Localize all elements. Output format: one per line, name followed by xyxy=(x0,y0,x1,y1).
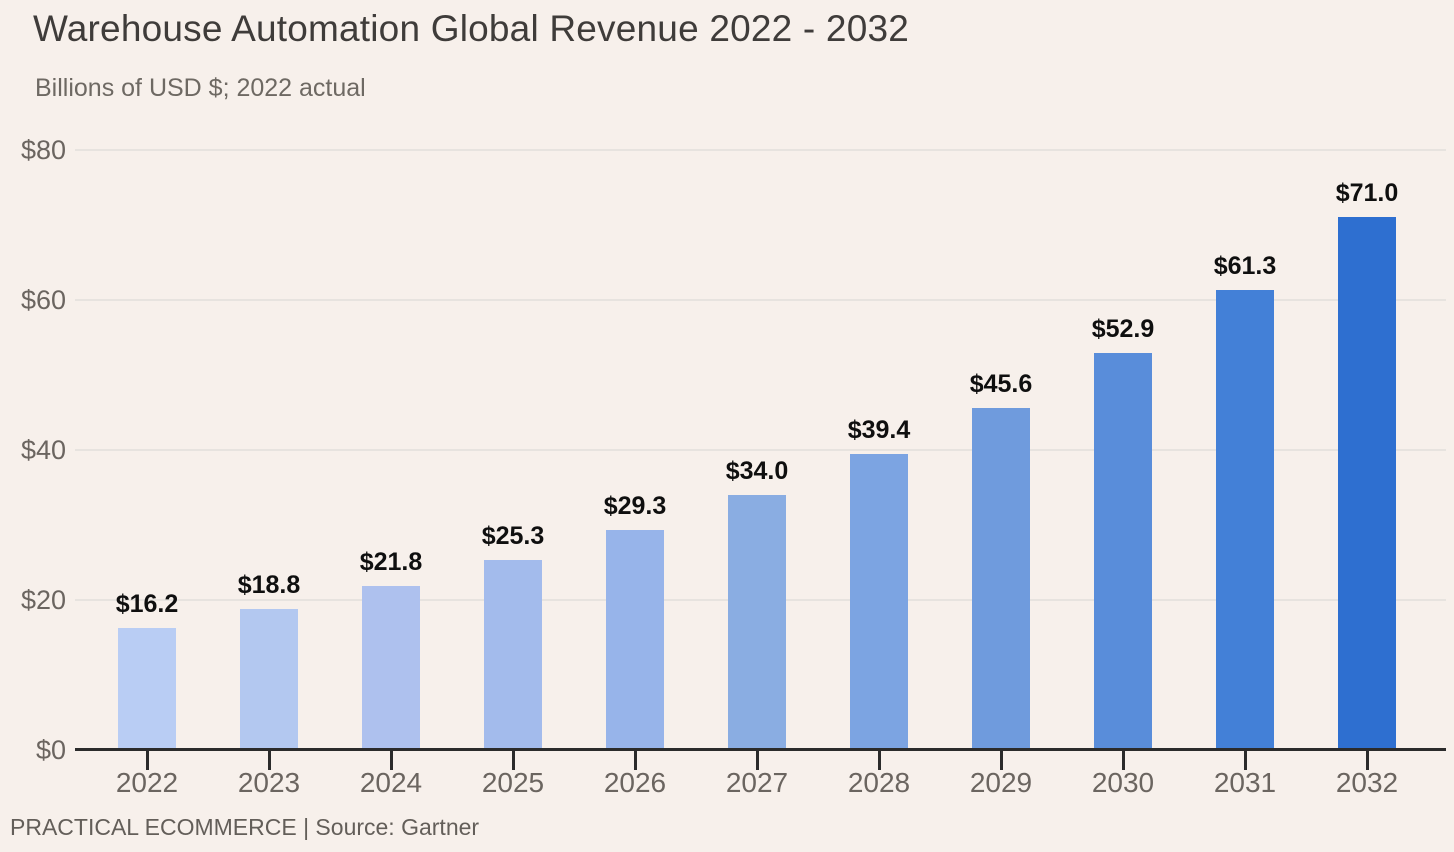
x-axis-tick xyxy=(878,750,881,770)
x-axis-label: 2024 xyxy=(359,767,423,798)
x-axis-label: 2025 xyxy=(481,767,545,798)
x-axis-tick xyxy=(512,750,515,770)
x-axis-label: 2030 xyxy=(1091,767,1155,798)
bar xyxy=(972,408,1030,749)
bar-value-label: $61.3 xyxy=(1213,252,1277,280)
bar-value-label: $71.0 xyxy=(1335,179,1399,207)
x-axis-tick xyxy=(268,750,271,770)
bar-value-label: $18.8 xyxy=(237,571,301,599)
x-axis-label: 2027 xyxy=(725,767,789,798)
x-axis-tick xyxy=(634,750,637,770)
bar xyxy=(606,530,664,749)
x-axis-label: 2026 xyxy=(603,767,667,798)
y-axis-label: $80 xyxy=(20,135,66,165)
x-axis-tick xyxy=(390,750,393,770)
source-attribution: PRACTICAL ECOMMERCE | Source: Gartner xyxy=(10,814,480,840)
x-axis-label: 2023 xyxy=(237,767,301,798)
bar xyxy=(1338,217,1396,749)
bar-value-label: $29.3 xyxy=(603,492,667,520)
bar-value-label: $25.3 xyxy=(481,522,545,550)
chart-title: Warehouse Automation Global Revenue 2022… xyxy=(33,8,910,49)
bar xyxy=(728,495,786,749)
x-axis-label: 2022 xyxy=(115,767,179,798)
gridline xyxy=(75,149,1446,151)
x-axis-tick xyxy=(1122,750,1125,770)
bar xyxy=(850,454,908,749)
bar-value-label: $39.4 xyxy=(847,416,911,444)
bar-value-label: $16.2 xyxy=(115,590,179,618)
x-axis-label: 2032 xyxy=(1335,767,1399,798)
bar xyxy=(484,560,542,749)
x-axis-label: 2028 xyxy=(847,767,911,798)
bar xyxy=(362,586,420,749)
gridline xyxy=(75,299,1446,301)
x-axis-tick xyxy=(756,750,759,770)
bar-value-label: $21.8 xyxy=(359,548,423,576)
bar-value-label: $52.9 xyxy=(1091,315,1155,343)
x-axis-tick xyxy=(146,750,149,770)
y-axis-label: $40 xyxy=(20,435,66,465)
x-axis-label: 2029 xyxy=(969,767,1033,798)
bar xyxy=(240,609,298,749)
bar xyxy=(1094,353,1152,749)
chart-subtitle: Billions of USD $; 2022 actual xyxy=(35,74,366,102)
bar-value-label: $34.0 xyxy=(725,457,789,485)
bar-value-label: $45.6 xyxy=(969,370,1033,398)
x-axis-tick xyxy=(1244,750,1247,770)
y-axis-label: $20 xyxy=(20,585,66,615)
bar xyxy=(118,628,176,749)
y-axis-label: $60 xyxy=(20,285,66,315)
x-axis-label: 2031 xyxy=(1213,767,1277,798)
gridline xyxy=(75,449,1446,451)
y-axis-label: $0 xyxy=(35,735,66,765)
x-axis-line xyxy=(75,748,1446,751)
bar xyxy=(1216,290,1274,749)
x-axis-tick xyxy=(1000,750,1003,770)
x-axis-tick xyxy=(1366,750,1369,770)
